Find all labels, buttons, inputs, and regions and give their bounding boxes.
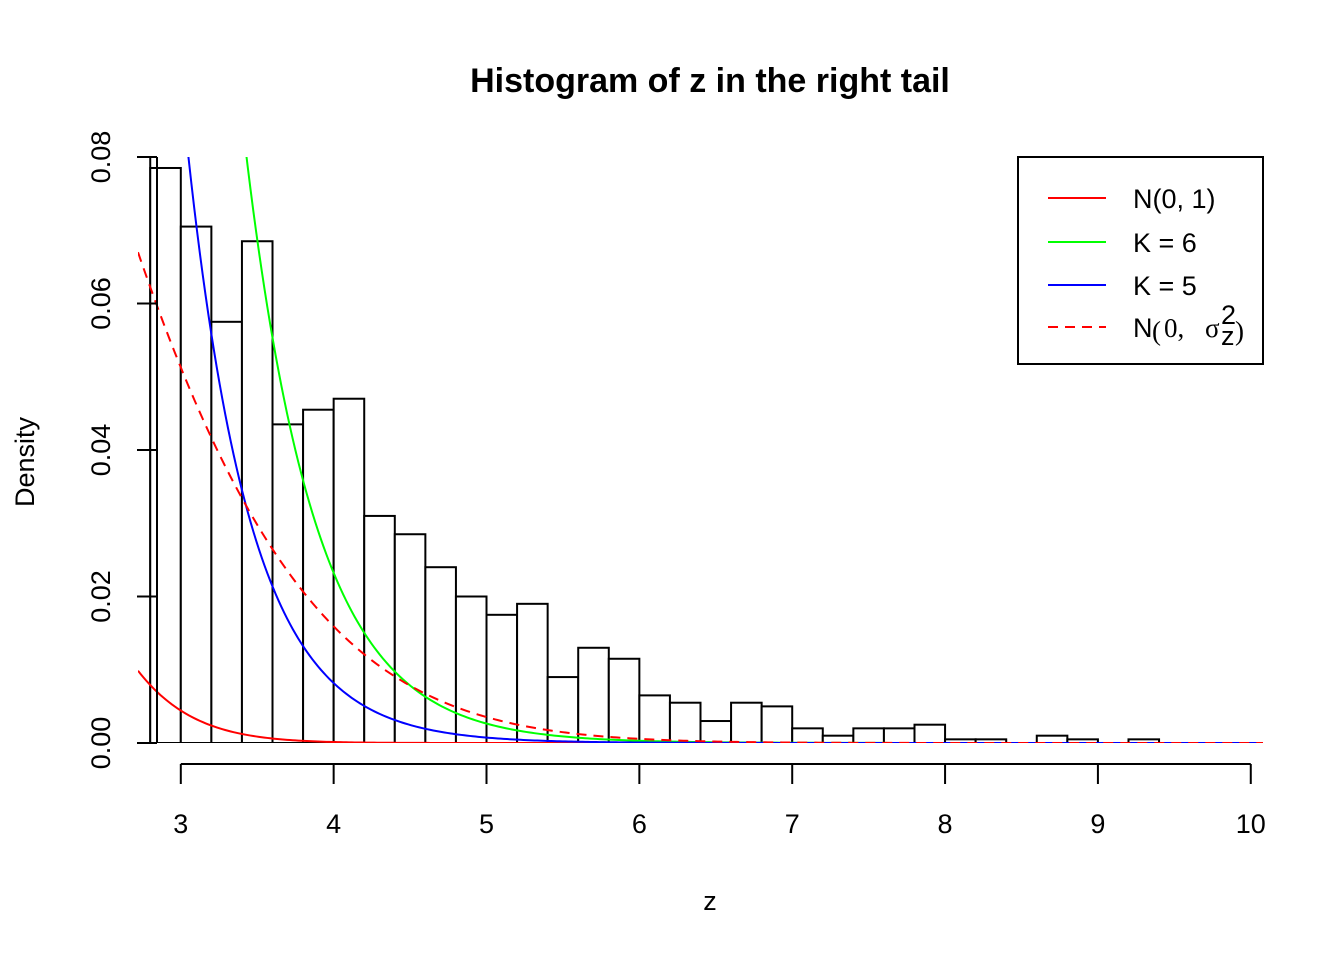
legend-box: [1017, 156, 1264, 365]
x-tick-label: 3: [173, 809, 188, 839]
histogram-bar: [638, 694, 671, 743]
x-tick-label: 5: [479, 809, 494, 839]
curve-normal-sigma: [138, 251, 1263, 743]
y-tick-label: 0.06: [86, 277, 116, 330]
curve-k5: [187, 157, 1263, 743]
legend-label-zero: 0,: [1164, 313, 1184, 343]
y-axis: 0.00 0.02 0.04 0.06 0.08: [86, 131, 158, 770]
x-tick-label: 6: [632, 809, 647, 839]
histogram-bars: [138, 157, 1161, 743]
x-tick-label: 7: [785, 809, 800, 839]
x-tick-label: 8: [938, 809, 953, 839]
legend-label-sup: 2: [1221, 300, 1236, 330]
legend-label-k5: K = 5: [1133, 271, 1197, 301]
histogram-bar: [149, 166, 182, 743]
x-axis-label: z: [703, 886, 717, 916]
histogram-bar: [974, 738, 1008, 743]
histogram-bar: [302, 408, 335, 743]
histogram-bar: [730, 701, 763, 743]
x-tick-label: 10: [1236, 809, 1266, 839]
y-tick-label: 0.02: [86, 570, 116, 623]
legend-label-n: N: [1133, 313, 1153, 343]
histogram-bar: [760, 705, 794, 743]
x-tick-label: 4: [326, 809, 341, 839]
histogram-bar: [240, 240, 274, 743]
histogram-bar: [913, 723, 947, 743]
legend-label-k6: K = 6: [1133, 228, 1197, 258]
histogram-bar: [1035, 734, 1069, 743]
y-tick-label: 0.04: [86, 424, 116, 477]
histogram-bar: [424, 566, 457, 743]
legend-label-sub: z: [1221, 321, 1235, 351]
x-tick-label: 9: [1090, 809, 1105, 839]
legend-label-normal: N(0, 1): [1133, 184, 1216, 214]
x-axis: 3 4 5 6 7 8 9 10: [173, 763, 1266, 839]
histogram-bar: [332, 397, 366, 743]
legend-label-sigma: σ: [1205, 313, 1220, 343]
y-tick-label: 0.08: [86, 131, 116, 184]
y-tick-label: 0.00: [86, 717, 116, 770]
curve-normal: [138, 670, 1263, 743]
histogram-bar: [668, 701, 702, 743]
histogram-bar: [852, 727, 885, 743]
histogram-bar: [791, 727, 824, 743]
histogram-bar: [393, 533, 427, 743]
histogram-bar: [271, 423, 305, 743]
histogram-bar: [699, 720, 733, 743]
histogram-bar: [882, 727, 916, 743]
histogram-bar: [1066, 738, 1099, 743]
density-curves: [138, 157, 1263, 743]
histogram-bar: [1127, 738, 1161, 743]
histogram-bar: [454, 595, 488, 743]
histogram-bar: [179, 225, 213, 743]
y-axis-label: Density: [10, 416, 40, 507]
histogram-bar: [607, 657, 641, 743]
histogram-bar: [577, 646, 610, 743]
chart-title: Histogram of z in the right tail: [470, 62, 950, 100]
legend: N(0, 1) K = 6 K = 5 N ( 0, σ z 2 ): [1017, 156, 1264, 365]
histogram-bar: [516, 602, 549, 743]
legend-label-normal-sigma: N ( 0, σ z 2 ): [1133, 300, 1244, 351]
legend-label-paren-close: ): [1235, 316, 1244, 346]
histogram-bar: [210, 320, 243, 743]
histogram-bar: [138, 157, 152, 743]
legend-label-paren-open: (: [1152, 316, 1161, 346]
